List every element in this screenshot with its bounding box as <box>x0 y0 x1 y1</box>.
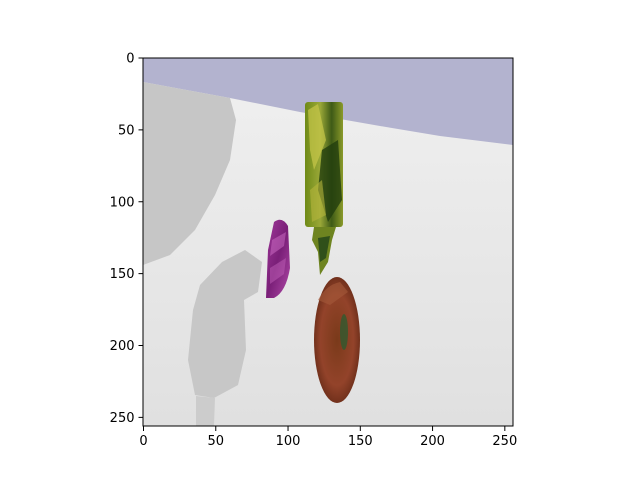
sky-region <box>143 58 513 145</box>
y-tick-label: 250 <box>110 411 135 426</box>
y-tick-label: 0 <box>126 52 134 67</box>
y-tick-label: 50 <box>118 123 135 138</box>
x-tick-label: 150 <box>348 434 373 449</box>
shadow-bottom <box>196 396 215 426</box>
x-tick-label: 200 <box>420 434 445 449</box>
y-tick-label: 150 <box>110 267 135 282</box>
purple-object <box>266 219 290 298</box>
x-tick-label: 50 <box>207 434 224 449</box>
x-axis: 0 50 100 150 200 250 <box>139 426 517 449</box>
y-tick-label: 200 <box>110 339 135 354</box>
shadow-middle <box>188 250 262 398</box>
axes-frame <box>142 57 514 427</box>
x-tick-label: 100 <box>276 434 301 449</box>
y-tick-label: 100 <box>110 195 135 210</box>
brown-object <box>314 277 360 403</box>
y-axis: 0 50 100 150 200 250 <box>110 52 144 426</box>
x-tick-label: 0 <box>139 434 147 449</box>
green-bottle <box>305 102 343 275</box>
x-tick-label: 250 <box>492 434 517 449</box>
shadow-left <box>143 82 236 265</box>
scene-image <box>143 58 513 426</box>
